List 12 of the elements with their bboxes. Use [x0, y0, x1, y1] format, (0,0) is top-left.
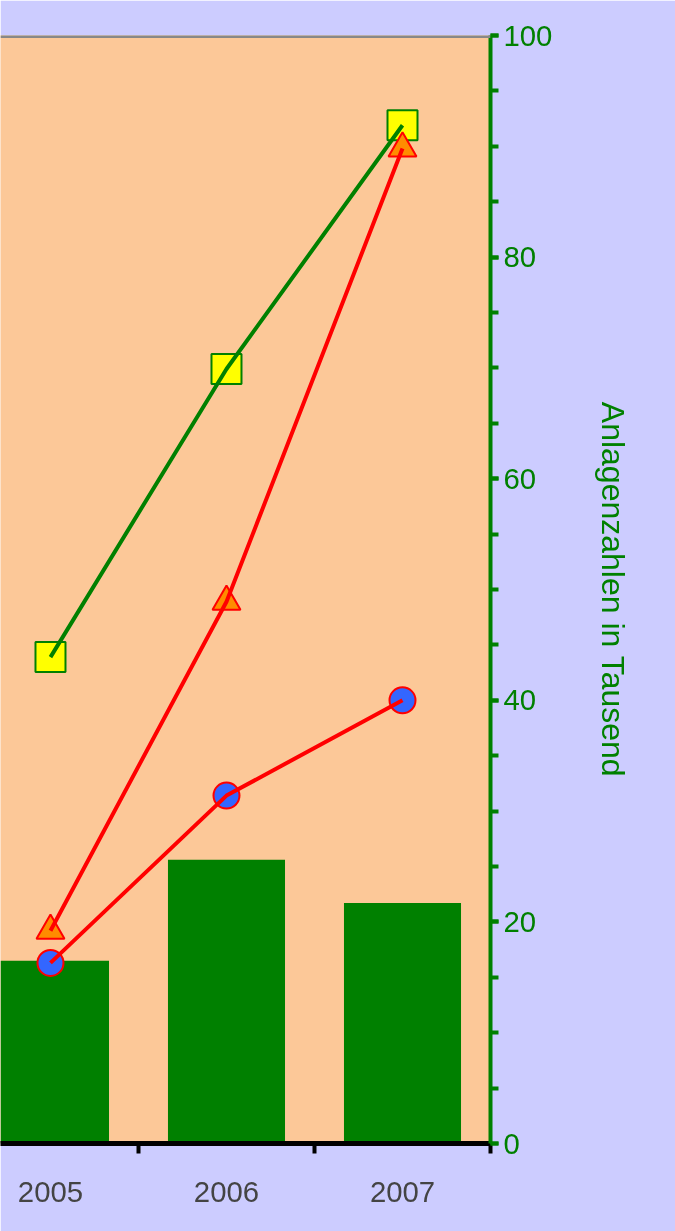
y-axis-title: Anlagenzahlen in Tausend	[595, 401, 632, 777]
y-tick-label: 80	[503, 240, 537, 274]
x-tick-label: 2007	[369, 1174, 436, 1208]
point	[388, 686, 417, 715]
y-tick-label: 60	[503, 461, 537, 495]
y-tick-label: 20	[503, 904, 537, 938]
x-tick-label: 2006	[193, 1174, 260, 1208]
y-tick-label: 40	[503, 683, 537, 717]
y-tick-label: 100	[503, 18, 553, 52]
point	[34, 641, 67, 674]
x-tick-label: 2005	[17, 1174, 84, 1208]
y-tick-label: 0	[503, 1126, 520, 1160]
